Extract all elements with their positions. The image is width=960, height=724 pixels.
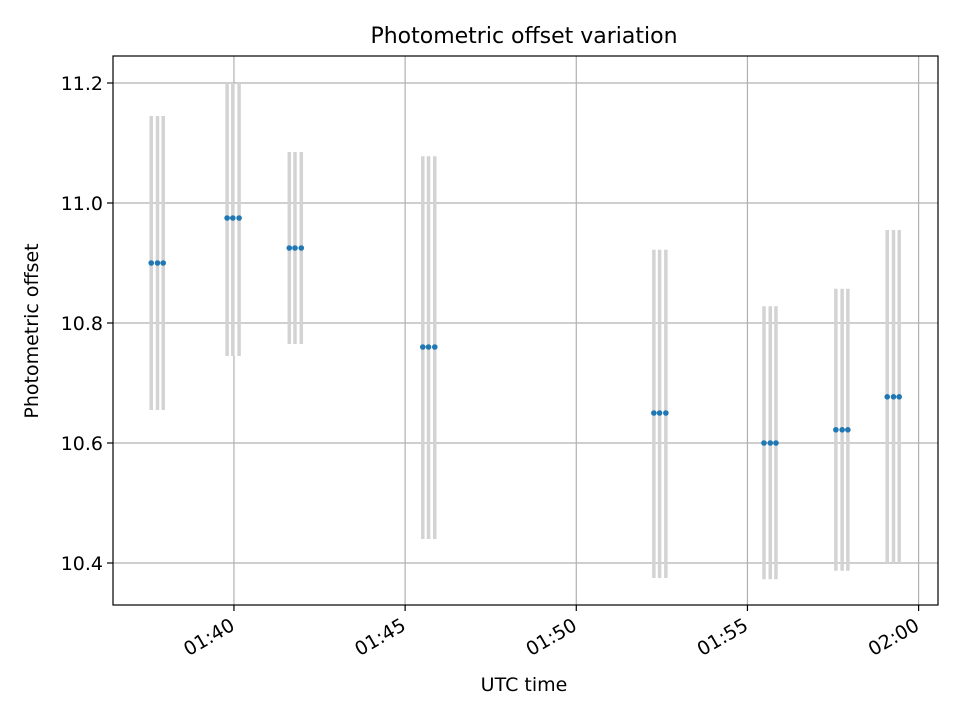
data-point bbox=[833, 427, 839, 433]
plot-frame bbox=[112, 55, 939, 606]
data-point bbox=[767, 440, 774, 446]
y-tick-label: 10.6 bbox=[61, 433, 103, 455]
chart-title: Photometric offset variation bbox=[370, 24, 677, 49]
data-point bbox=[292, 245, 298, 251]
data-point bbox=[160, 260, 167, 266]
grid-layer bbox=[113, 56, 938, 605]
data-point bbox=[651, 410, 657, 416]
data-point bbox=[431, 344, 438, 350]
data-point bbox=[839, 427, 845, 433]
point-layer bbox=[148, 215, 903, 446]
data-point bbox=[298, 245, 305, 251]
y-axis-label: Photometric offset bbox=[21, 243, 43, 418]
data-point bbox=[420, 344, 426, 350]
x-axis-label: UTC time bbox=[481, 674, 568, 696]
data-point bbox=[845, 427, 851, 433]
data-point bbox=[896, 394, 903, 400]
data-point bbox=[761, 440, 767, 446]
y-tick-label: 10.8 bbox=[61, 313, 103, 335]
data-point bbox=[425, 344, 432, 350]
y-tick-label: 11.0 bbox=[61, 193, 103, 215]
data-point bbox=[224, 215, 230, 221]
data-point bbox=[286, 245, 293, 251]
y-tick-label: 11.2 bbox=[61, 73, 103, 95]
data-point bbox=[663, 410, 669, 416]
data-point bbox=[656, 410, 663, 416]
data-point bbox=[890, 394, 897, 400]
data-point bbox=[773, 440, 779, 446]
data-point bbox=[230, 215, 236, 221]
data-point bbox=[154, 260, 161, 266]
data-point bbox=[884, 394, 891, 400]
data-point bbox=[236, 215, 242, 221]
y-tick-label: 10.4 bbox=[61, 553, 103, 575]
data-point bbox=[148, 260, 155, 266]
